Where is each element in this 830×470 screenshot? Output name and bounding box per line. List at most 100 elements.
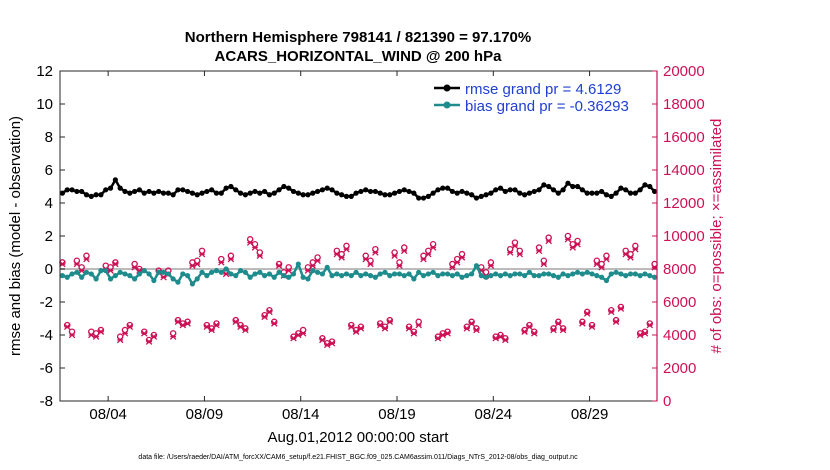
rmse-point <box>608 193 614 199</box>
y-tick-label-right: 20000 <box>663 63 705 80</box>
obs-assimilated-point <box>372 249 379 256</box>
rmse-point <box>59 190 66 196</box>
bias-point <box>599 274 605 280</box>
obs-assimilated-point <box>348 323 355 331</box>
rmse-point <box>276 187 282 193</box>
obs-possible-point <box>588 321 596 329</box>
obs-assimilated-point <box>391 252 398 260</box>
bias-point <box>589 271 595 277</box>
rmse-point <box>252 188 258 195</box>
obs-assimilated-point <box>410 330 418 337</box>
bias-point <box>618 271 624 277</box>
bias-point <box>627 271 634 277</box>
obs-assimilated-point <box>362 255 369 263</box>
bias-point <box>103 268 109 274</box>
rmse-point <box>112 177 118 183</box>
bias-point <box>156 269 162 275</box>
rmse-point <box>469 192 475 198</box>
bias-point <box>623 273 629 279</box>
bias-point <box>324 264 330 270</box>
obs-possible-point <box>410 328 418 335</box>
obs-assimilated-point <box>463 325 471 332</box>
bias-point <box>594 273 600 279</box>
obs-assimilated-point <box>608 308 615 316</box>
rmse-point <box>79 188 85 195</box>
y-tick-label-left: 8 <box>45 129 53 146</box>
obs-assimilated-point <box>73 260 81 268</box>
rmse-point <box>175 187 181 193</box>
obs-assimilated-point <box>632 245 639 253</box>
footnote: data file: /Users/raeder/DAI/ATM_forcXX/… <box>138 454 578 461</box>
rmse-point <box>599 188 605 195</box>
rmse-point <box>98 192 104 198</box>
bias-point <box>300 274 306 280</box>
rmse-point <box>570 183 576 190</box>
rmse-point <box>151 190 157 196</box>
obs-assimilated-point <box>270 320 278 327</box>
bias-point <box>579 271 585 277</box>
obs-possible-point <box>112 259 119 266</box>
obs-assimilated-point <box>574 240 581 248</box>
obs-assimilated-point <box>400 247 408 255</box>
legend-bias-marker <box>443 101 451 109</box>
obs-possible-point <box>266 306 273 314</box>
rmse-point <box>613 190 619 196</box>
bias-point <box>367 273 374 279</box>
obs-assimilated-point <box>420 255 427 263</box>
obs-assimilated-point <box>261 313 268 321</box>
plot-area <box>60 71 657 401</box>
bias-point <box>252 271 258 277</box>
bias-point <box>570 271 576 277</box>
bias-point <box>262 273 268 279</box>
bias-point <box>603 277 610 284</box>
bias-point <box>112 273 118 279</box>
bias-point <box>88 271 94 277</box>
obs-count-layer <box>59 232 658 349</box>
rmse-point <box>117 185 123 191</box>
rmse-point <box>122 188 128 195</box>
rmse-point <box>459 188 465 195</box>
obs-possible-point <box>641 328 649 335</box>
bias-point <box>454 271 460 277</box>
rmse-point <box>497 185 504 191</box>
rmse-point <box>363 187 369 193</box>
obs-assimilated-point <box>203 323 211 331</box>
obs-possible-point <box>237 321 244 329</box>
rmse-point <box>647 183 653 190</box>
bias-point <box>497 273 504 279</box>
obs-assimilated-point <box>367 260 374 268</box>
obs-assimilated-point <box>636 331 644 339</box>
rmse-point <box>213 190 220 196</box>
bias-point <box>295 261 301 267</box>
y-tick-label-left: 6 <box>45 162 53 179</box>
obs-assimilated-point <box>386 318 394 326</box>
rmse-point <box>367 188 374 195</box>
bias-point <box>464 273 470 279</box>
obs-assimilated-point <box>160 273 167 281</box>
rmse-point <box>237 190 244 196</box>
rmse-point <box>483 192 489 198</box>
bias-point <box>565 273 571 279</box>
obs-assimilated-point <box>169 333 177 340</box>
bias-point <box>257 269 263 275</box>
bias-point <box>136 271 143 277</box>
obs-assimilated-point <box>309 262 317 269</box>
rmse-point <box>334 190 340 196</box>
rmse-point <box>411 190 417 196</box>
obs-possible-point <box>63 321 71 329</box>
obs-possible-point <box>150 331 158 339</box>
bias-point <box>242 269 248 275</box>
rmse-point <box>382 192 388 198</box>
rmse-point <box>493 187 499 193</box>
obs-assimilated-point <box>583 310 591 317</box>
bias-point <box>233 273 239 279</box>
series-line-layer <box>59 177 658 287</box>
obs-assimilated-point <box>218 259 225 266</box>
rmse-point <box>160 190 167 196</box>
obs-assimilated-point <box>449 264 456 271</box>
rmse-point <box>464 190 470 196</box>
bias-point <box>435 273 441 279</box>
obs-possible-point <box>270 318 278 326</box>
rmse-point <box>512 187 518 193</box>
